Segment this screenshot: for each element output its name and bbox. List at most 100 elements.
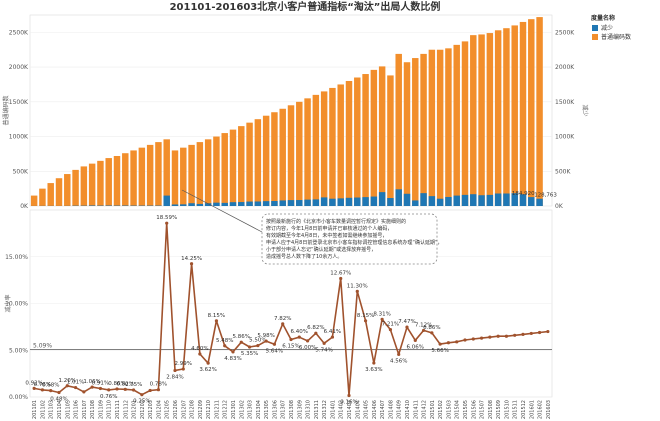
x-tick-label: 201212 [223, 400, 229, 419]
series-point [57, 390, 61, 395]
annotation-box: 按照最新施行的《北京市小客车数量调控暂行规定》实施细则的 修订内容，今年1月8日… [181, 189, 443, 265]
x-tick-label: 201410 [405, 400, 411, 419]
series-point [388, 327, 393, 332]
bar-decrease [304, 199, 311, 206]
x-tick-label: 201504 [455, 400, 461, 419]
point-label: 6.82% [307, 325, 324, 331]
bottom-y-tick: 15.00% [5, 254, 28, 261]
x-tick-label: 201603 [546, 400, 552, 419]
series-point [165, 221, 169, 225]
bar-total [503, 28, 510, 206]
bar-total [395, 53, 402, 206]
x-tick-label: 201602 [538, 400, 544, 419]
series-point [247, 345, 252, 349]
series-point [239, 340, 243, 344]
bar-decrease [486, 194, 494, 206]
top-right-tick: 2500K [555, 29, 575, 36]
x-tick-label: 201403 [347, 400, 353, 419]
series-point [189, 262, 194, 266]
x-tick-label: 201507 [480, 400, 486, 419]
x-tick-label: 201112 [123, 400, 129, 419]
series-point [430, 331, 434, 335]
x-tick-label: 201311 [314, 400, 320, 419]
bar-total [453, 44, 460, 207]
bar-total [80, 166, 88, 206]
bar-decrease-label: 128,763 [534, 193, 557, 199]
chart-title: 201101-201603北京小客户普通指标“淘汰”出局人数比例 [170, 0, 441, 13]
bar-decrease [229, 202, 237, 206]
bar-total [511, 25, 518, 206]
point-label: 4.56% [390, 358, 407, 364]
bar-decrease [287, 200, 295, 206]
point-label: 3.63% [365, 367, 382, 373]
point-label: 8.15% [357, 313, 374, 319]
x-tick-label: 201105 [65, 400, 71, 419]
series-point [131, 388, 136, 392]
series-point [181, 367, 185, 371]
bar-total [428, 49, 436, 207]
series-point [322, 341, 326, 345]
bar-decrease [362, 197, 369, 206]
top-right-tick: 2000K [555, 64, 575, 71]
bar-decrease [470, 194, 477, 206]
point-label: 8.15% [208, 313, 225, 319]
bar-decrease [312, 199, 320, 206]
x-tick-label: 201601 [529, 400, 535, 419]
series-point [513, 333, 517, 337]
x-tick-label: 201510 [504, 400, 510, 419]
point-label: 1.06% [83, 379, 100, 385]
bar-total [196, 142, 204, 206]
bar-total [246, 122, 253, 206]
x-tick-label: 201409 [397, 400, 403, 419]
x-tick-label: 201412 [422, 400, 428, 419]
x-tick-label: 201206 [173, 400, 179, 419]
bar-decrease [436, 198, 444, 206]
point-label: 4.60% [191, 346, 208, 352]
series-point [107, 388, 111, 392]
series-point [397, 352, 401, 356]
series-point [405, 325, 409, 329]
bar-total [412, 58, 419, 207]
series-point [65, 384, 69, 388]
bar-decrease [387, 198, 394, 206]
x-tick-label: 201304 [256, 400, 262, 419]
x-tick-label: 201208 [190, 400, 196, 419]
bar-total [254, 119, 262, 206]
bar-decrease [221, 202, 228, 206]
point-label: 5.48% [216, 338, 233, 344]
bar-total [486, 33, 494, 206]
bar-decrease [271, 200, 278, 206]
bottom-y-tick: 0.00% [9, 394, 28, 401]
bar-total [171, 150, 179, 206]
series-point [289, 337, 293, 342]
point-label: 0.16% [340, 400, 357, 406]
bar-decrease [88, 205, 96, 206]
bar-total [163, 139, 170, 206]
bar-decrease [180, 204, 187, 206]
bar-total [436, 49, 444, 207]
series-point [115, 387, 119, 391]
point-label: 0.91% [92, 380, 109, 386]
bar-total [105, 158, 112, 206]
x-tick-label: 201408 [388, 400, 394, 419]
point-label: 18.59% [156, 215, 177, 221]
x-tick-label: 201310 [306, 400, 312, 419]
bar-total [30, 195, 38, 206]
bar-total [354, 77, 361, 206]
bar-total [329, 87, 336, 206]
series-point [488, 335, 492, 339]
top-right-axis-label: 减少 [581, 104, 589, 116]
bar-decrease [254, 201, 262, 206]
bar-decrease [403, 193, 411, 206]
point-label: 0.48% [50, 397, 67, 403]
series-point [32, 386, 36, 390]
annotation-line: 小于部分申请人忘记“确认延期”或选择放弃摇号， [266, 246, 376, 253]
x-tick-label: 201205 [165, 400, 171, 419]
series-point [471, 337, 475, 341]
annotation-pointer [181, 189, 263, 233]
bar-decrease [345, 197, 353, 206]
top-left-tick: 500K [13, 168, 29, 175]
bar-decrease [354, 197, 361, 206]
top-bars: 184,920 128,763 [30, 17, 557, 207]
